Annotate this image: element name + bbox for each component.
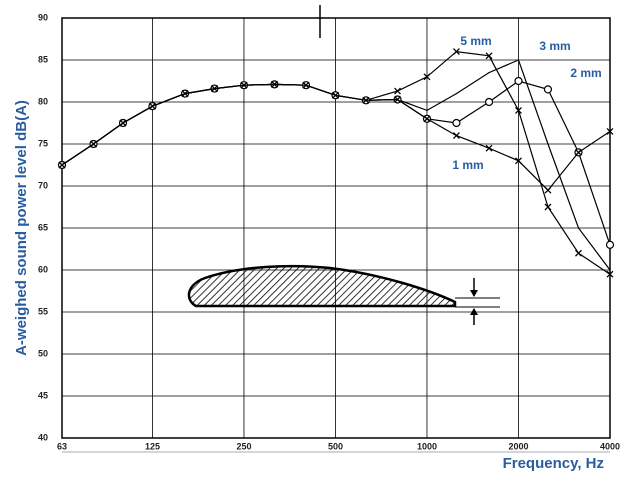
point — [514, 76, 523, 86]
y-tick-label: 60 — [38, 264, 48, 274]
point — [240, 81, 248, 89]
y-tick-label: 65 — [38, 222, 48, 232]
point — [515, 157, 522, 165]
point — [181, 90, 189, 98]
point — [543, 85, 553, 94]
point — [271, 80, 278, 88]
point — [119, 119, 127, 127]
x-tick-label: 63 — [57, 441, 67, 451]
point — [426, 109, 428, 111]
point — [58, 161, 66, 169]
x-tick-label: 4000 — [600, 441, 620, 451]
point — [484, 97, 494, 107]
x-axis-label: Frequency, Hz — [503, 455, 604, 472]
point — [211, 85, 218, 93]
point — [606, 270, 614, 278]
point — [423, 115, 431, 123]
y-tick-label: 85 — [38, 54, 48, 64]
x-tick-label: 500 — [328, 441, 343, 451]
y-axis-label: A-weighed sound power level dB(A) — [13, 100, 30, 356]
point — [577, 227, 580, 229]
y-tick-label: 80 — [38, 96, 48, 106]
airfoil-sketch — [187, 264, 500, 325]
point — [90, 140, 97, 148]
point — [517, 59, 520, 61]
y-tick-label: 55 — [38, 306, 48, 316]
y-tick-label: 70 — [38, 180, 48, 190]
series-label: 1 mm — [452, 158, 483, 172]
series-label: 2 mm — [570, 66, 601, 80]
point — [148, 102, 156, 110]
point — [605, 240, 615, 249]
arrow-head — [470, 290, 478, 297]
arrow-head — [470, 308, 478, 315]
series-label: 3 mm — [539, 39, 570, 53]
point — [302, 81, 310, 89]
y-tick-label: 40 — [38, 432, 48, 442]
point — [455, 93, 458, 95]
y-tick-label: 75 — [38, 138, 48, 148]
y-tick-label: 45 — [38, 390, 48, 400]
point — [609, 269, 611, 271]
y-tick-label: 50 — [38, 348, 48, 358]
point — [575, 249, 582, 257]
point — [452, 132, 460, 140]
point — [362, 96, 370, 104]
x-tick-label: 125 — [145, 441, 160, 451]
point — [394, 87, 401, 95]
point — [394, 96, 401, 103]
y-tick-label: 90 — [38, 12, 48, 22]
point — [575, 148, 582, 156]
airfoil — [187, 264, 457, 308]
point — [544, 186, 552, 194]
x-tick-label: 1000 — [417, 441, 437, 451]
point — [452, 118, 461, 128]
point — [544, 203, 552, 211]
point — [485, 52, 493, 60]
series-label: 5 mm — [460, 34, 491, 48]
point — [452, 48, 460, 56]
point — [488, 72, 490, 74]
point — [332, 91, 339, 99]
x-tick-label: 2000 — [508, 441, 528, 451]
x-tick-label: 250 — [236, 441, 251, 451]
point — [485, 144, 493, 152]
point — [547, 143, 549, 145]
point — [515, 106, 522, 114]
point — [606, 127, 614, 135]
point — [423, 73, 431, 81]
